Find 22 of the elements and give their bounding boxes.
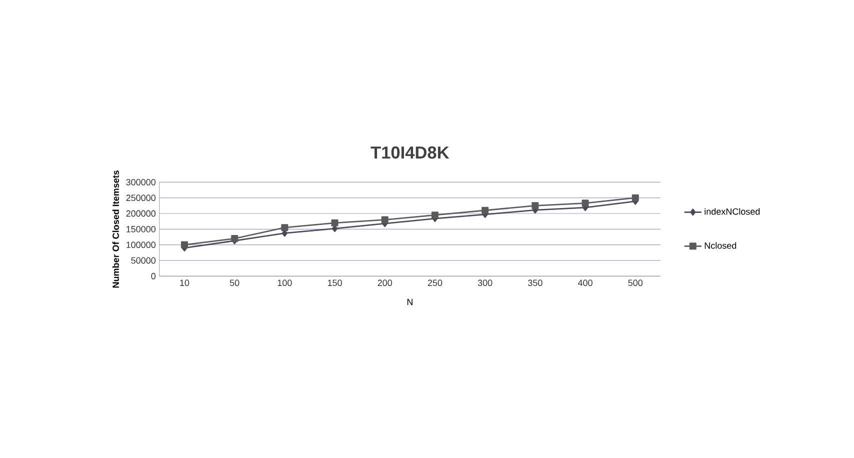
x-axis-title: N xyxy=(407,298,412,305)
y-tick-label: 150000 xyxy=(126,226,156,232)
y-tick-label: 200000 xyxy=(126,210,156,217)
legend-label: indexNClosed xyxy=(704,208,760,215)
y-tick-label: 0 xyxy=(151,272,156,280)
x-tick-label: 10 xyxy=(180,280,190,286)
legend-label: Nclosed xyxy=(704,242,736,249)
y-tick-label: 300000 xyxy=(126,178,156,186)
y-tick-label: 100000 xyxy=(126,241,156,248)
x-tick-label: 350 xyxy=(528,280,542,286)
x-tick-label: 500 xyxy=(628,280,643,286)
x-tick-label: 400 xyxy=(578,280,592,286)
y-axis-title: Number Of Closed Itemsets xyxy=(112,170,119,288)
y-tick-label: 50000 xyxy=(131,257,156,264)
x-tick-label: 300 xyxy=(478,280,492,286)
x-tick-label: 50 xyxy=(230,280,240,286)
x-tick-label: 100 xyxy=(278,280,292,286)
x-tick-label: 250 xyxy=(428,280,442,286)
x-tick-label: 150 xyxy=(328,280,342,286)
x-tick-label: 200 xyxy=(378,280,392,286)
chart-title: T10I4D8K xyxy=(370,146,450,158)
y-tick-label: 250000 xyxy=(126,194,156,201)
